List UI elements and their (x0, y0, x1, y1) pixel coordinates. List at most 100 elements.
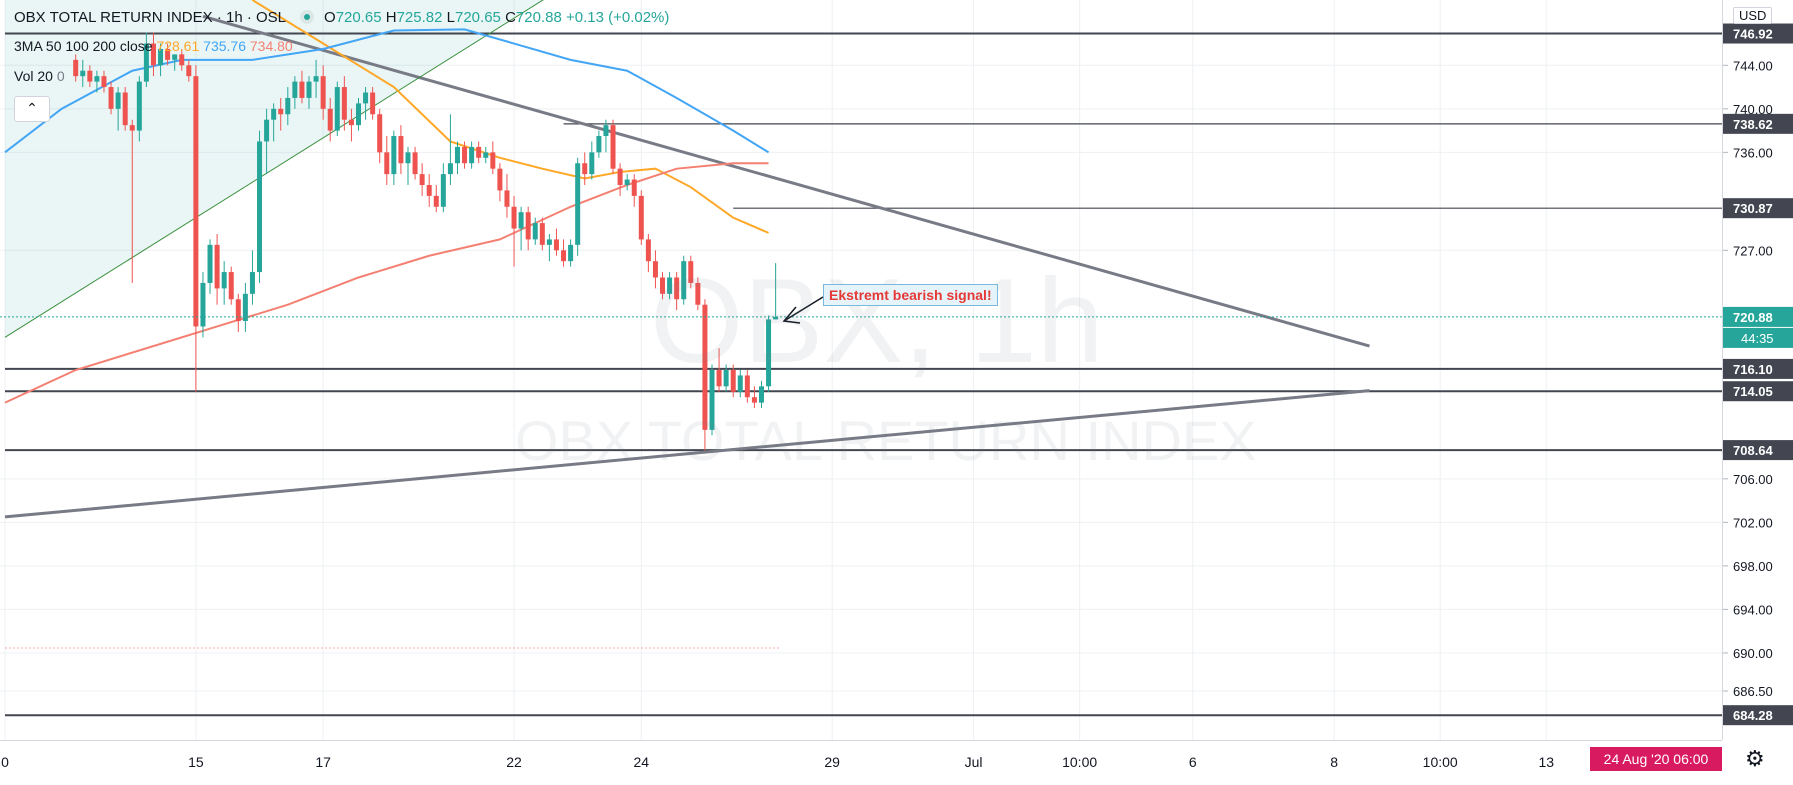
candle (525, 206, 531, 251)
price-label-bg (1723, 113, 1793, 134)
candle-body (716, 370, 722, 387)
candle (271, 103, 277, 142)
price-label-bg (1723, 358, 1793, 379)
candle-body (737, 375, 743, 392)
countdown-text: 44:35 (1741, 331, 1774, 346)
symbol-legend[interactable]: OBX TOTAL RETURN INDEX · 1h · OSL O720.65… (14, 9, 669, 26)
symbol-title[interactable]: OBX TOTAL RETURN INDEX · 1h · OSL (14, 9, 287, 26)
price-label-text: 716.10 (1733, 362, 1773, 377)
vol-label[interactable]: Vol 20 (14, 68, 53, 84)
candle-body (285, 97, 291, 115)
y-tick-label: 736.00 (1733, 145, 1773, 160)
candle-body (299, 81, 305, 98)
candle-body (143, 43, 149, 82)
moving-averages (4, 0, 770, 404)
price-label-bg (1723, 381, 1793, 402)
candle-body (758, 386, 764, 403)
ma50-value: 728.61 (156, 38, 200, 54)
candle-body (94, 76, 100, 82)
trend-line[interactable] (4, 389, 1370, 519)
ma-legend[interactable]: 3MA 50 100 200 close 728.61 735.76 734.8… (14, 38, 293, 54)
price-label-text: 720.88 (1733, 310, 1773, 325)
trend-lines[interactable] (4, 0, 1370, 519)
candle-body (80, 70, 86, 77)
price-label-bg (1723, 306, 1793, 327)
open-label: O (324, 9, 336, 26)
candle-body (624, 179, 630, 185)
candle (589, 141, 595, 180)
candle-body (235, 299, 241, 322)
candle (674, 272, 680, 311)
ma-line (4, 28, 770, 154)
x-tick-label: 17 (315, 754, 331, 770)
volume-legend[interactable]: Vol 20 0 (14, 68, 65, 84)
candle (504, 174, 510, 218)
candle-body (334, 87, 340, 131)
candle (108, 81, 114, 115)
y-tick-label: 694.00 (1733, 602, 1773, 617)
candle-body (511, 206, 517, 229)
candle-body (129, 125, 135, 131)
candle-body (766, 319, 772, 387)
currency-label[interactable]: USD (1733, 7, 1773, 24)
x-tick-label: 29 (824, 754, 840, 770)
candle-body (631, 179, 637, 196)
candle (744, 370, 750, 403)
gear-icon[interactable]: ⚙ (1745, 746, 1765, 771)
candle (511, 195, 517, 267)
annotation-arrow (782, 296, 824, 324)
candle-body (497, 168, 503, 191)
candle-body (660, 277, 666, 294)
price-axis[interactable]: 744.00 740.00 736.00 727.00 706.00 702.00 698.… (1722, 0, 1793, 740)
market-status-icon[interactable] (300, 10, 315, 24)
candle-body (405, 152, 411, 164)
current-price-label: 720.88 44:35 (1723, 306, 1793, 348)
candle (193, 65, 199, 392)
candle (716, 348, 722, 392)
time-axis[interactable]: 0 15 17 22 24 29 Jul 10:00 6 8 10:00 13 (0, 740, 1722, 780)
candle-body (370, 92, 376, 115)
candle (447, 114, 453, 185)
candle (631, 174, 637, 207)
trend-line[interactable] (4, 0, 578, 338)
candle (532, 217, 538, 245)
x-tick-label: 0 (1, 754, 9, 770)
candle (221, 261, 227, 305)
trend-line[interactable] (202, 14, 1370, 348)
line-price-label: 730.87 (1723, 198, 1793, 219)
y-tick-label: 702.00 (1733, 515, 1773, 530)
close-label: C (505, 9, 516, 26)
candle-body (165, 48, 171, 60)
ma-label[interactable]: 3MA 50 100 200 close (14, 38, 153, 54)
candle (681, 255, 687, 305)
candle (462, 141, 468, 169)
candle (264, 108, 270, 175)
candle-body (674, 277, 680, 300)
candle (667, 272, 673, 300)
candle-body (645, 239, 651, 262)
collapse-legend-button[interactable]: ⌃ (14, 96, 50, 122)
candle-body (568, 244, 574, 262)
annotation-callout[interactable]: Ekstremt bearish signal! (823, 284, 998, 306)
line-price-label: 746.92 (1723, 23, 1793, 44)
candle-body (469, 146, 475, 164)
candle (370, 87, 376, 120)
candle (638, 190, 644, 245)
candle-body (695, 282, 701, 305)
price-label-bg (1723, 705, 1793, 726)
candle-body (200, 282, 206, 327)
candle (709, 364, 715, 436)
candle (150, 32, 156, 77)
candle-body (412, 152, 418, 175)
vol-value: 0 (56, 68, 65, 84)
candle-body (553, 239, 559, 251)
candle (561, 239, 567, 267)
candle-body (101, 76, 107, 88)
y-tick-label: 727.00 (1733, 243, 1773, 258)
candle (483, 146, 489, 164)
price-label-text: 738.62 (1733, 117, 1773, 132)
horizontal-lines[interactable] (5, 32, 1722, 717)
high-value: 725.82 (396, 9, 443, 26)
candle (617, 163, 623, 196)
